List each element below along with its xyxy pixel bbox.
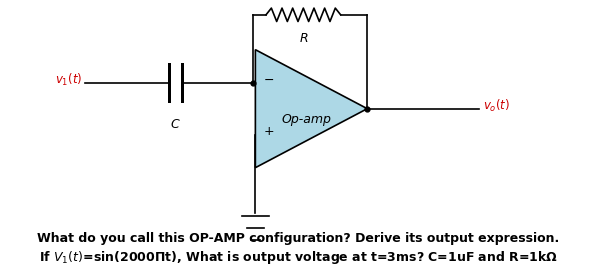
Text: $R$: $R$: [299, 32, 308, 45]
Text: Op-amp: Op-amp: [281, 113, 331, 126]
Text: +: +: [263, 125, 274, 138]
Text: $v_o(t)$: $v_o(t)$: [483, 98, 511, 114]
Text: $v_1(t)$: $v_1(t)$: [55, 72, 82, 88]
Text: $C$: $C$: [170, 118, 181, 131]
Text: −: −: [263, 73, 274, 86]
Text: If $V_1(t)$=sin(2000Πt), What is output voltage at t=3ms? C=1uF and R=1kΩ: If $V_1(t)$=sin(2000Πt), What is output …: [39, 249, 557, 266]
Text: What do you call this OP-AMP configuration? Derive its output expression.: What do you call this OP-AMP configurati…: [37, 232, 559, 245]
Polygon shape: [255, 50, 367, 168]
